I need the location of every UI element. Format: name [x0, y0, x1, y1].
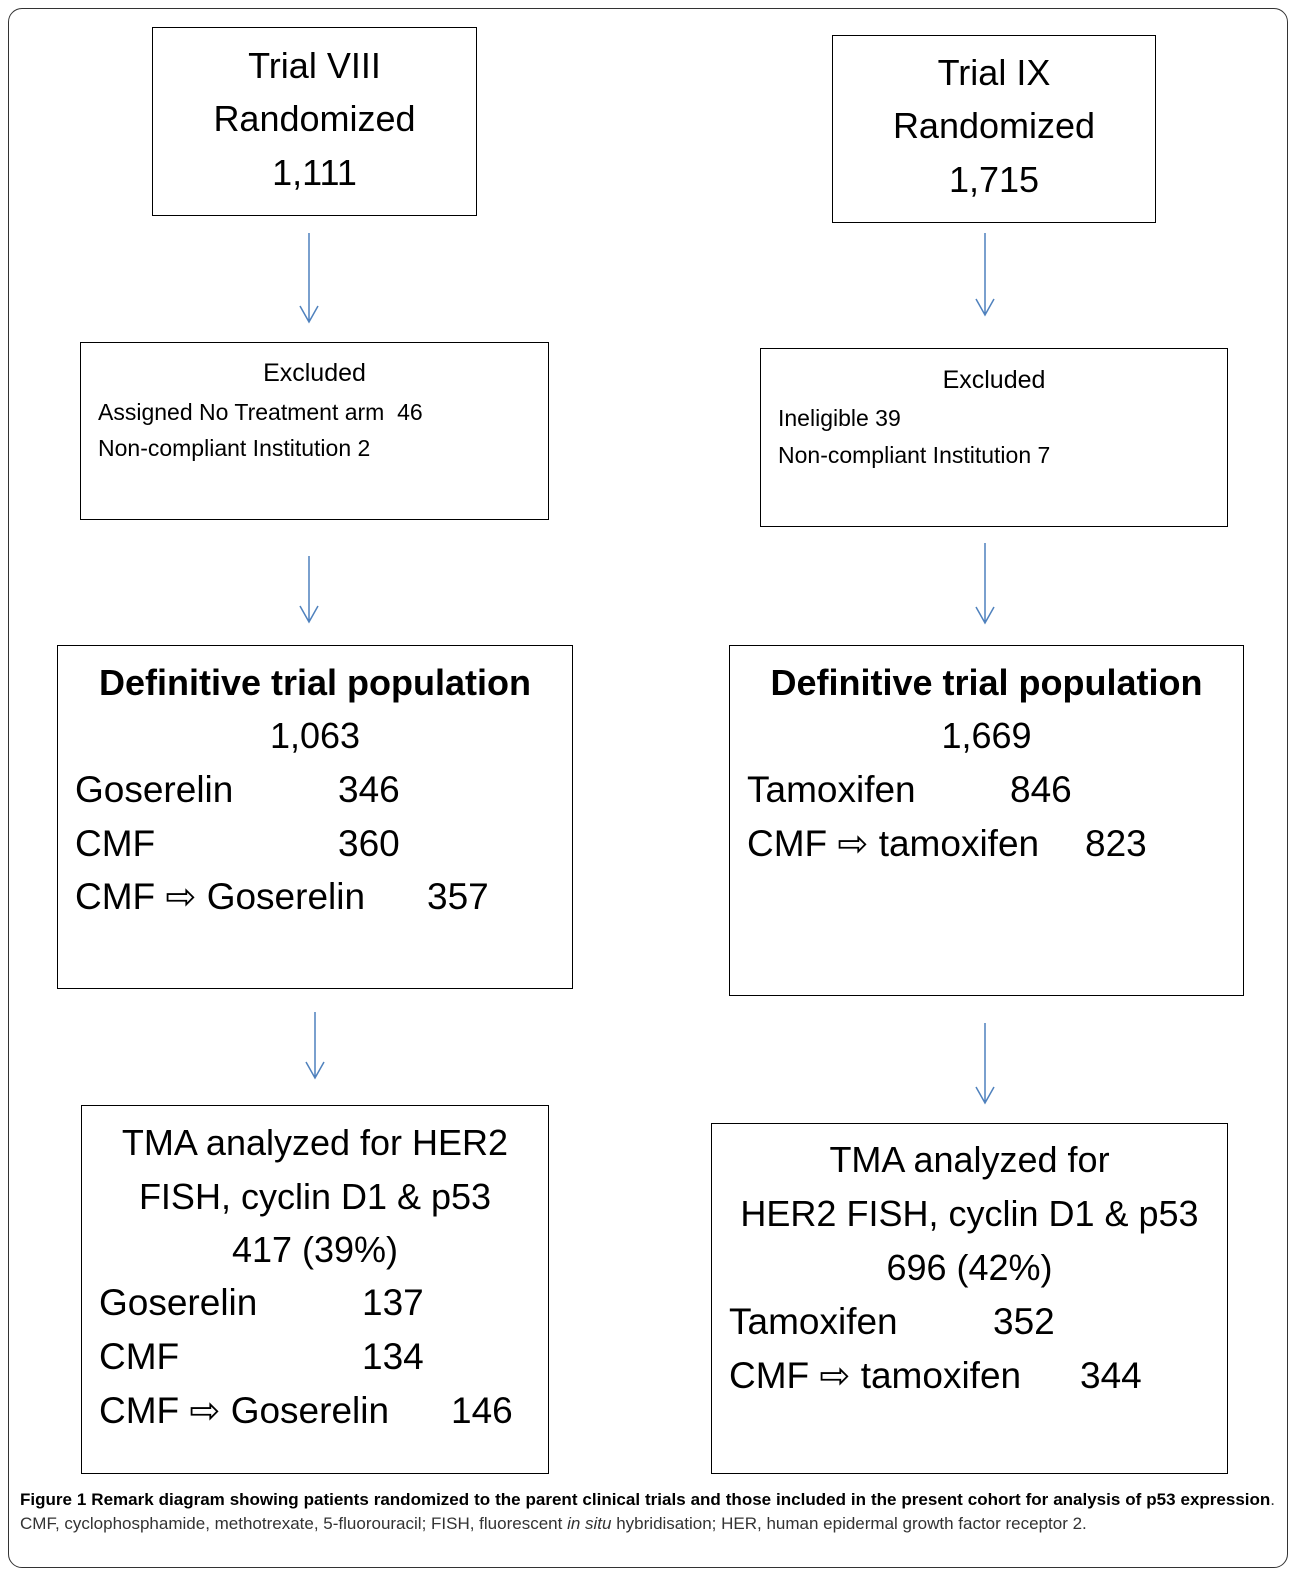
box-line: Ineligible 39 [778, 405, 901, 431]
box-line: 696 (42%) [886, 1247, 1053, 1288]
excluded-box: Excluded Ineligible 39 Non-compliant Ins… [760, 348, 1228, 527]
row-value: 134 [362, 1336, 424, 1377]
box-line: Non-compliant Institution 7 [778, 442, 1051, 468]
row-value: 360 [338, 823, 400, 864]
box-title: Definitive trial population [98, 662, 532, 703]
caption: Figure 1 Remark diagram showing patients… [20, 1488, 1275, 1536]
row-label: CMF ⇨ tamoxifen [747, 823, 1040, 864]
box-line: TMA analyzed for HER2 [121, 1122, 509, 1163]
row-label: CMF ⇨ Goserelin [99, 1390, 390, 1431]
box-line: Randomized [213, 98, 416, 139]
row-value: 146 [451, 1390, 513, 1431]
box-line: Trial VIII [248, 45, 381, 86]
row-value: 352 [993, 1301, 1055, 1342]
randomized-box: Trial IX Randomized 1,715 [832, 35, 1156, 223]
row-label: CMF ⇨ Goserelin [75, 876, 366, 917]
row: Tamoxifen 846 [747, 763, 1072, 817]
arrow [975, 1023, 995, 1105]
tma-box: TMA analyzed for HER2 FISH, cyclin D1 & … [711, 1123, 1228, 1474]
row-value: 846 [1010, 769, 1072, 810]
arrow [299, 556, 319, 624]
row: Goserelin 346 [75, 763, 400, 817]
caption-label: Figure 1 [20, 1490, 87, 1509]
box-line: TMA analyzed for [829, 1139, 1110, 1180]
caption-text: . CMF, cyclophosphamide, methotrexate, 5… [20, 1490, 1275, 1533]
row: CMF 360 [75, 817, 400, 871]
box-line: 417 (39%) [231, 1229, 399, 1270]
frame [8, 8, 1288, 1568]
box-line: Randomized [892, 105, 1096, 146]
caption-text: hybridisation; HER, human epidermal grow… [611, 1514, 1087, 1533]
caption-title: Remark diagram showing patients randomiz… [86, 1490, 1271, 1509]
box-line: HER2 FISH, cyclin D1 & p53 [740, 1193, 1199, 1234]
row: CMF 134 [99, 1330, 424, 1384]
randomized-box: Trial VIII Randomized 1,111 [152, 27, 477, 216]
row: Goserelin 137 [99, 1276, 424, 1330]
arrow [305, 1012, 325, 1080]
row-label: Tamoxifen [747, 769, 916, 810]
definitive-box: Definitive trial population 1,669 Tamoxi… [729, 645, 1244, 996]
box-title: Excluded [942, 366, 1046, 394]
row-label: CMF [99, 1336, 180, 1377]
excluded-box: Excluded Assigned No Treatment arm 46 No… [80, 342, 549, 520]
row-value: 346 [338, 769, 400, 810]
row-value: 357 [427, 876, 489, 917]
caption-italic: in situ [567, 1514, 612, 1533]
box-line: 1,715 [948, 159, 1040, 200]
box-line: FISH, cyclin D1 & p53 [138, 1176, 492, 1217]
row-label: Tamoxifen [729, 1301, 898, 1342]
tma-box: TMA analyzed for HER2 FISH, cyclin D1 & … [81, 1105, 549, 1474]
arrow [975, 543, 995, 625]
row-label: CMF [75, 823, 156, 864]
box-line: Non-compliant Institution 2 [98, 435, 371, 461]
row: CMF ⇨ Goserelin 146 [99, 1384, 513, 1438]
arrow [975, 233, 995, 317]
box-total: 1,063 [269, 715, 361, 756]
arrow [299, 233, 319, 324]
box-line: Assigned No Treatment arm 46 [98, 399, 423, 425]
box-line: 1,111 [272, 152, 357, 193]
row: Tamoxifen 352 [729, 1295, 1055, 1349]
row: CMF ⇨ tamoxifen 344 [729, 1349, 1142, 1403]
box-title: Excluded [263, 359, 366, 387]
row-label: Goserelin [99, 1282, 258, 1323]
row-value: 344 [1080, 1355, 1142, 1396]
box-total: 1,669 [941, 715, 1032, 756]
row: CMF ⇨ Goserelin 357 [75, 870, 489, 924]
row-label: CMF ⇨ tamoxifen [729, 1355, 1022, 1396]
definitive-box: Definitive trial population 1,063 Gosere… [57, 645, 573, 989]
row-value: 137 [362, 1282, 424, 1323]
box-line: Trial IX [937, 52, 1051, 93]
box-title: Definitive trial population [770, 662, 1203, 703]
row-label: Goserelin [75, 769, 234, 810]
row-value: 823 [1085, 823, 1147, 864]
row: CMF ⇨ tamoxifen 823 [747, 817, 1147, 871]
